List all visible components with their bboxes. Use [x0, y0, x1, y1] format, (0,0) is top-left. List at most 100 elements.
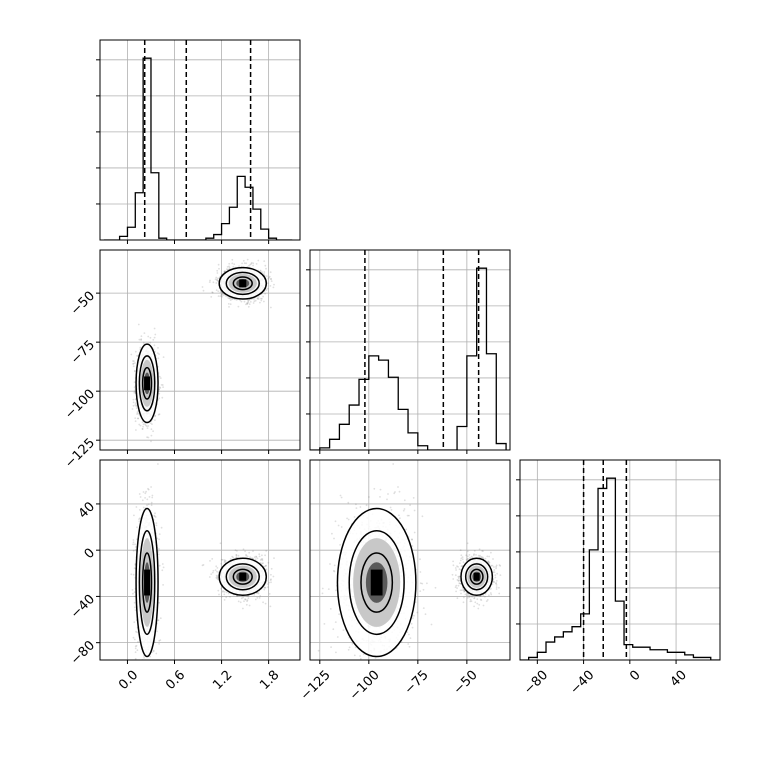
scatter-point: [161, 527, 163, 529]
scatter-point: [248, 302, 250, 304]
scatter-point: [334, 565, 336, 567]
scatter-point: [136, 526, 138, 528]
panel-0-0: [96, 40, 300, 244]
scatter-point: [154, 512, 156, 514]
scatter-point: [273, 557, 275, 559]
scatter-point: [216, 289, 218, 291]
scatter-point: [213, 281, 215, 283]
scatter-point: [258, 593, 260, 595]
panel-content: [130, 259, 274, 443]
scatter-point: [133, 637, 135, 639]
scatter-point: [222, 591, 224, 593]
scatter-point: [250, 263, 252, 265]
scatter-point: [266, 569, 268, 571]
scatter-point: [407, 643, 409, 645]
scatter-point: [244, 551, 246, 553]
scatter-point: [211, 558, 213, 560]
scatter-point: [253, 594, 255, 596]
scatter-point: [330, 608, 332, 610]
scatter-point: [156, 525, 158, 527]
scatter-point: [238, 306, 240, 308]
scatter-point: [335, 590, 337, 592]
scatter-point: [215, 569, 217, 571]
scatter-point: [247, 259, 249, 261]
scatter-point: [216, 571, 218, 573]
scatter-point: [149, 496, 151, 498]
scatter-point: [150, 337, 152, 339]
scatter-point: [413, 615, 415, 617]
scatter-point: [151, 428, 153, 430]
scatter-point: [134, 543, 136, 545]
scatter-point: [226, 268, 228, 270]
scatter-point: [270, 606, 272, 608]
scatter-point: [134, 602, 136, 604]
scatter-point: [144, 332, 146, 334]
scatter-point: [154, 328, 156, 330]
panel-frame: [100, 460, 300, 660]
panel-frame: [100, 250, 300, 450]
scatter-point: [244, 262, 246, 264]
scatter-point: [368, 496, 370, 498]
scatter-point: [255, 558, 257, 560]
scatter-point: [335, 520, 337, 522]
grid-lines: [100, 460, 300, 660]
scatter-point: [151, 660, 153, 662]
scatter-point: [242, 597, 244, 599]
scatter-point: [140, 496, 142, 498]
scatter-point: [228, 266, 230, 268]
scatter-point: [269, 276, 271, 278]
scatter-point: [144, 497, 146, 499]
scatter-point: [253, 302, 255, 304]
scatter-point: [135, 351, 137, 353]
histogram-0: [104, 58, 292, 240]
scatter-point: [244, 301, 246, 303]
scatter-point: [130, 573, 132, 575]
scatter-point: [373, 488, 375, 490]
scatter-point: [157, 620, 159, 622]
scatter-point: [215, 277, 217, 279]
scatter-point: [238, 601, 240, 603]
scatter-point: [218, 594, 220, 596]
scatter-point: [218, 268, 220, 270]
scatter-point: [221, 596, 223, 598]
scatter-point: [259, 556, 261, 558]
scatter-point: [228, 593, 230, 595]
scatter-point: [235, 554, 237, 556]
scatter-point: [134, 591, 136, 593]
scatter-point: [263, 271, 265, 273]
panel-2-0: [96, 460, 300, 664]
scatter-point: [133, 360, 135, 362]
scatter-point: [210, 573, 212, 575]
scatter-point: [264, 265, 266, 267]
scatter-point: [260, 300, 262, 302]
scatter-point: [230, 303, 232, 305]
scatter-point: [423, 589, 425, 591]
scatter-point: [225, 596, 227, 598]
scatter-point: [212, 292, 214, 294]
scatter-point: [409, 504, 411, 506]
scatter-point: [210, 296, 212, 298]
scatter-point: [216, 279, 218, 281]
scatter-point: [271, 568, 273, 570]
scatter-point: [261, 554, 263, 556]
scatter-point: [203, 564, 205, 566]
scatter-point: [149, 342, 151, 344]
scatter-point: [224, 591, 226, 593]
scatter-point: [151, 497, 153, 499]
scatter-point: [133, 621, 135, 623]
scatter-point: [221, 294, 223, 296]
scatter-point: [366, 504, 368, 506]
scatter-point: [139, 339, 141, 341]
scatter-point: [154, 344, 156, 346]
scatter-point: [135, 429, 137, 431]
scatter-point: [132, 593, 134, 595]
scatter-point: [154, 337, 156, 339]
scatter-point: [220, 563, 222, 565]
scatter-point: [217, 590, 219, 592]
scatter-point: [158, 548, 160, 550]
scatter-point: [130, 354, 132, 356]
scatter-point: [133, 399, 135, 401]
scatter-point: [158, 357, 160, 359]
scatter-point: [156, 631, 158, 633]
